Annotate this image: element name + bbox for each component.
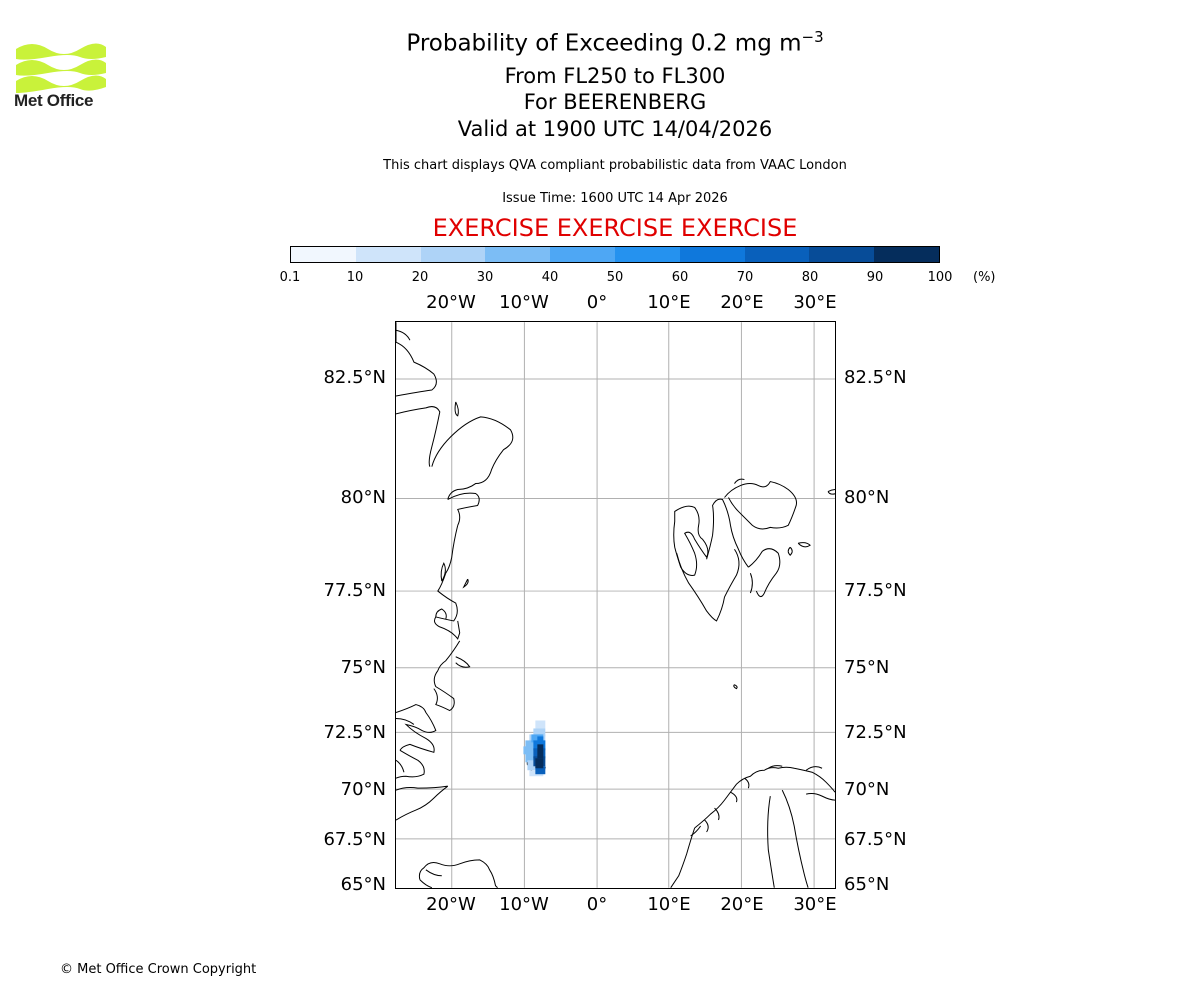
colorbar-tick-label: 20 <box>411 270 429 285</box>
latitude-label: 80°N <box>844 487 890 508</box>
latitude-label: 72.5°N <box>323 722 386 743</box>
probability-cell <box>535 720 546 729</box>
longitude-label: 20°E <box>720 894 764 915</box>
coastline-norway <box>670 765 835 888</box>
latitude-label: 75°N <box>340 657 386 678</box>
colorbar-tick-label: 80 <box>801 270 819 285</box>
colorbar-segment <box>679 247 745 262</box>
coastline-iceland <box>418 859 498 888</box>
latitude-label: 67.5°N <box>844 829 907 850</box>
ash-probability-plume <box>523 720 546 777</box>
longitude-label: 10°W <box>499 292 549 313</box>
longitude-label: 30°E <box>793 894 837 915</box>
colorbar-segment <box>485 247 551 262</box>
latitude-label: 82.5°N <box>323 367 386 388</box>
latitude-label: 67.5°N <box>323 829 386 850</box>
probability-cell <box>535 758 544 769</box>
latitude-label: 80°N <box>340 487 386 508</box>
colorbar-tick-label: 50 <box>606 270 624 285</box>
colorbar-segment <box>874 247 939 262</box>
logo-text: Met Office <box>14 91 94 110</box>
copyright-notice: © Met Office Crown Copyright <box>60 962 257 977</box>
coastline-svalbard <box>673 478 835 690</box>
probability-colorbar <box>290 246 940 263</box>
colorbar-tick-label: 0.1 <box>279 270 301 285</box>
colorbar-segment <box>614 247 680 262</box>
title-main: Probability of Exceeding 0.2 mg m <box>406 30 802 57</box>
colorbar-tick-label: 40 <box>541 270 559 285</box>
probability-map <box>395 321 836 889</box>
colorbar-segment <box>291 247 356 262</box>
latitude-label: 77.5°N <box>844 580 907 601</box>
colorbar-segment <box>355 247 421 262</box>
issue-time: Issue Time: 1600 UTC 14 Apr 2026 <box>502 191 728 206</box>
colorbar-tick-label: 60 <box>671 270 689 285</box>
chart-description: This chart displays QVA compliant probab… <box>383 158 847 173</box>
latitude-label: 77.5°N <box>323 580 386 601</box>
colorbar-tick-label: 30 <box>476 270 494 285</box>
colorbar-tick-label: 90 <box>866 270 884 285</box>
longitude-label: 10°E <box>647 292 691 313</box>
longitude-label: 10°W <box>499 894 549 915</box>
probability-cell <box>535 766 546 775</box>
longitude-label: 0° <box>586 894 608 915</box>
colorbar-tick-label: 70 <box>736 270 754 285</box>
probability-cell <box>537 736 544 745</box>
longitude-label: 20°W <box>426 292 476 313</box>
latitude-label: 72.5°N <box>844 722 907 743</box>
latitude-label: 65°N <box>844 874 890 895</box>
colorbar-unit: (%) <box>973 270 996 285</box>
colorbar-segment <box>550 247 615 262</box>
volcano-name: For BEERENBERG <box>523 90 707 114</box>
latitude-label: 70°N <box>844 779 890 800</box>
longitude-label: 10°E <box>647 894 691 915</box>
colorbar-segment <box>420 247 486 262</box>
map-gridlines <box>396 322 835 888</box>
met-office-logo <box>16 43 106 93</box>
colorbar-segment <box>809 247 875 262</box>
latitude-label: 75°N <box>844 657 890 678</box>
probability-cell <box>537 744 544 759</box>
flight-level-range: From FL250 to FL300 <box>504 64 726 88</box>
latitude-label: 70°N <box>340 779 386 800</box>
colorbar-tick-label: 10 <box>346 270 364 285</box>
colorbar-tick-label: 100 <box>927 270 953 285</box>
longitude-label: 0° <box>586 292 608 313</box>
latitude-label: 65°N <box>340 874 386 895</box>
longitude-label: 20°E <box>720 292 764 313</box>
valid-time: Valid at 1900 UTC 14/04/2026 <box>457 117 773 141</box>
exercise-banner: EXERCISE EXERCISE EXERCISE <box>432 214 798 242</box>
colorbar-segment <box>744 247 810 262</box>
chart-title: Probability of Exceeding 0.2 mg m−3 <box>0 28 1200 57</box>
title-superscript: −3 <box>801 28 824 46</box>
probability-cell <box>533 728 546 737</box>
latitude-label: 82.5°N <box>844 367 907 388</box>
coastline-greenland <box>396 322 514 821</box>
longitude-label: 20°W <box>426 894 476 915</box>
longitude-label: 30°E <box>793 292 837 313</box>
